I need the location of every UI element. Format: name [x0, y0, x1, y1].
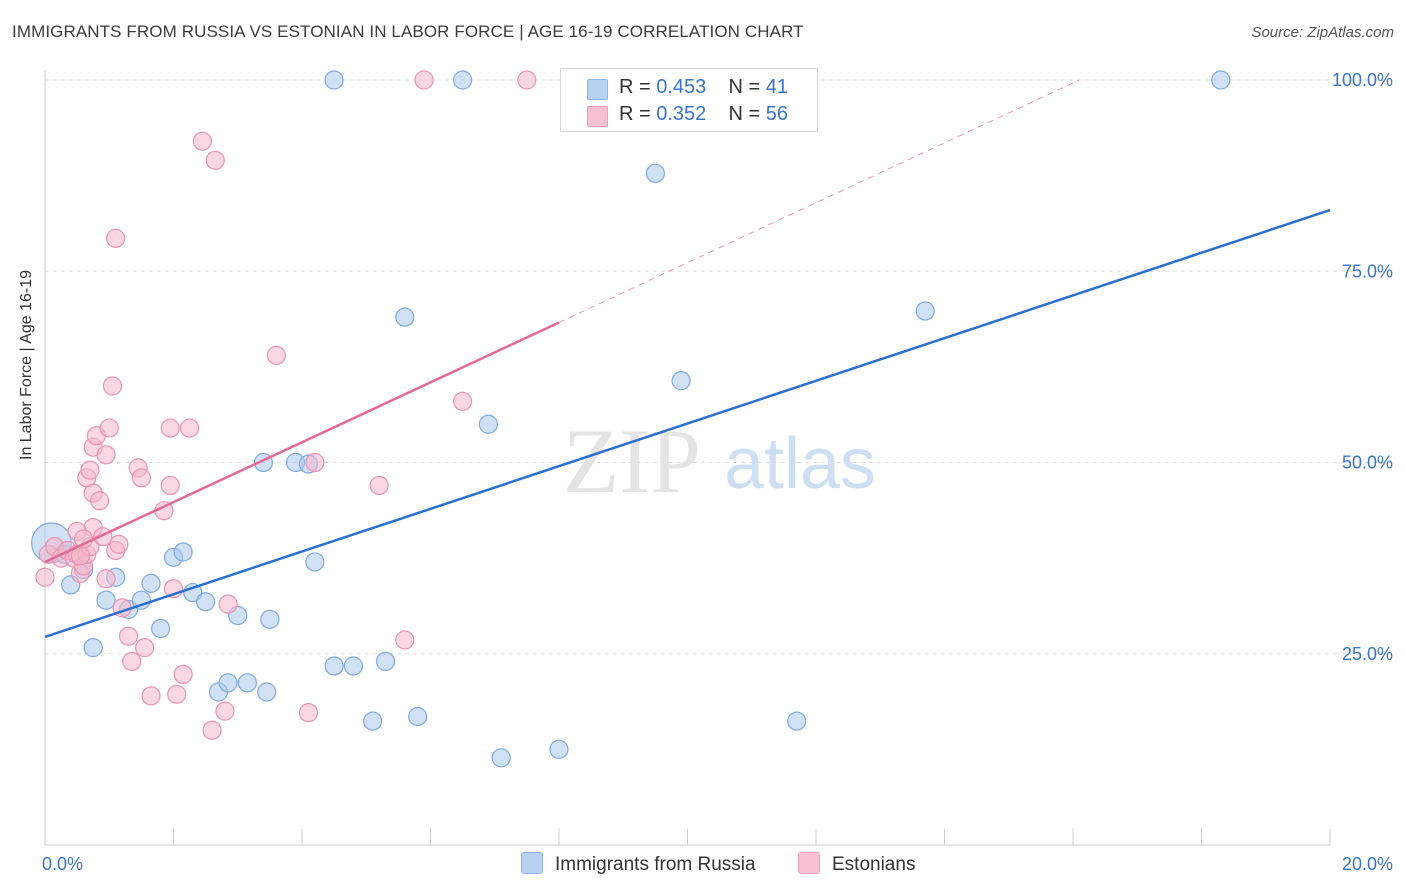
data-point-estonians	[414, 70, 434, 90]
legend-n-value-russia: 41	[765, 76, 789, 98]
bottom-legend-label-russia: Immigrants from Russia	[555, 854, 756, 875]
legend-n-value-estonians: 56	[765, 103, 789, 125]
data-point-russia	[237, 673, 257, 693]
y-tick-label: 100.0%	[1332, 70, 1393, 90]
legend-n-label: N =	[728, 76, 761, 98]
data-point-estonians	[122, 651, 142, 672]
data-point-estonians	[80, 460, 100, 480]
y-tick-label: 75.0%	[1342, 261, 1393, 281]
data-point-russia	[478, 414, 498, 434]
data-point-russia	[324, 70, 344, 90]
trend-extension-estonians	[558, 79, 1080, 323]
stats-legend: R = 0.453 N = 41 R = 0.352 N = 56	[560, 68, 818, 132]
data-point-russia	[408, 706, 428, 727]
x-tick-label: 0.0%	[42, 854, 83, 874]
bottom-legend-swatch-estonians	[798, 852, 820, 874]
data-point-estonians	[141, 686, 161, 706]
trend-line-estonians	[44, 321, 560, 564]
watermark-atlas: atlas	[724, 424, 876, 504]
x-tick-label: 20.0%	[1342, 854, 1393, 874]
data-point-russia	[395, 307, 415, 327]
data-point-russia	[1211, 70, 1231, 90]
y-tick-label: 25.0%	[1342, 644, 1393, 664]
data-point-estonians	[106, 228, 126, 248]
data-point-russia	[324, 656, 344, 676]
data-point-estonians	[305, 452, 325, 473]
data-point-russia	[915, 301, 935, 321]
data-point-estonians	[298, 703, 319, 723]
data-point-estonians	[517, 70, 537, 90]
data-point-estonians	[96, 569, 116, 589]
data-point-estonians	[35, 567, 55, 587]
data-point-estonians	[202, 720, 222, 740]
data-point-russia	[196, 592, 216, 612]
legend-r-value-estonians: 0.352	[656, 103, 707, 125]
data-point-estonians	[179, 418, 200, 438]
y-tick-label: 50.0%	[1342, 453, 1393, 473]
data-point-estonians	[109, 534, 129, 554]
data-point-estonians	[173, 664, 193, 685]
source-credit: Source: ZipAtlas.com	[1251, 24, 1394, 41]
data-point-russia	[671, 371, 691, 391]
data-point-estonians	[192, 131, 213, 151]
data-point-russia	[151, 618, 171, 639]
y-axis-label: In Labor Force | Age 16-19	[18, 269, 35, 460]
data-point-estonians	[134, 638, 155, 658]
data-point-estonians	[369, 475, 389, 496]
legend-swatch-russia	[587, 79, 608, 100]
bottom-legend-estonians: Estonians	[798, 852, 915, 876]
data-point-russia	[218, 673, 238, 693]
data-point-russia	[453, 70, 473, 90]
data-point-estonians	[215, 701, 235, 721]
data-point-russia	[787, 711, 807, 731]
data-point-russia	[257, 682, 277, 702]
data-point-estonians	[118, 626, 139, 646]
data-point-russia	[260, 609, 280, 629]
legend-r-value-russia: 0.453	[656, 76, 707, 98]
data-point-estonians	[160, 418, 180, 438]
data-point-estonians	[167, 684, 187, 704]
data-point-russia	[363, 711, 383, 731]
data-point-estonians	[102, 376, 123, 396]
data-point-estonians	[99, 418, 119, 438]
data-point-russia	[645, 163, 665, 183]
data-point-russia	[173, 542, 193, 562]
bottom-legend-label-estonians: Estonians	[832, 854, 916, 875]
data-point-russia	[491, 748, 511, 768]
legend-n-label: N =	[728, 103, 761, 125]
data-point-estonians	[96, 445, 116, 465]
data-point-estonians	[453, 391, 473, 411]
data-point-estonians	[160, 475, 180, 496]
data-point-estonians	[131, 468, 151, 488]
data-point-russia	[83, 638, 103, 658]
legend-r-label: R =	[619, 76, 651, 98]
data-point-estonians	[218, 594, 238, 614]
legend-swatch-estonians	[587, 106, 608, 127]
trend-line-russia	[44, 208, 1331, 639]
data-point-estonians	[266, 345, 286, 365]
data-point-russia	[549, 739, 569, 759]
data-point-russia	[305, 552, 325, 572]
data-point-russia	[96, 590, 116, 610]
data-point-estonians	[395, 630, 415, 650]
bottom-legend-swatch-russia	[521, 852, 543, 874]
data-point-russia	[141, 573, 161, 593]
data-point-estonians	[90, 491, 110, 511]
bottom-legend-russia: Immigrants from Russia	[521, 852, 756, 876]
legend-r-label: R =	[619, 103, 651, 125]
chart-title: IMMIGRANTS FROM RUSSIA VS ESTONIAN IN LA…	[12, 22, 804, 41]
data-point-russia	[343, 656, 363, 676]
data-point-estonians	[205, 150, 225, 170]
data-point-russia	[375, 651, 396, 672]
